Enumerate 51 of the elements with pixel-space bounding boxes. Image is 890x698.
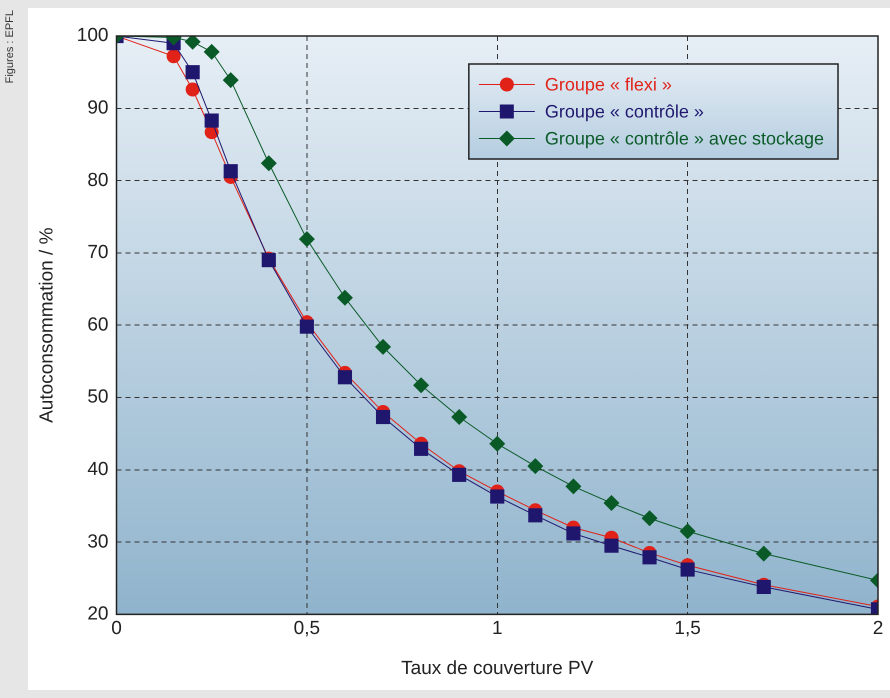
- point: [204, 114, 219, 128]
- point: [300, 320, 314, 334]
- point: [375, 338, 392, 355]
- point: [528, 508, 542, 522]
- point: [642, 550, 657, 564]
- point: [603, 495, 620, 512]
- point: [338, 370, 352, 384]
- point: [680, 562, 695, 577]
- y-tick-label: 50: [87, 386, 108, 408]
- y-tick-label: 90: [87, 98, 108, 119]
- point: [414, 442, 428, 456]
- x-tick-label: 0,5: [294, 618, 320, 640]
- x-axis-title: Taux de couverture PV: [401, 658, 594, 679]
- x-tick-label: 1: [492, 618, 503, 640]
- point: [376, 410, 390, 424]
- y-tick-label: 20: [87, 604, 108, 625]
- point: [336, 290, 353, 306]
- point: [224, 164, 238, 178]
- y-tick-label: 60: [87, 314, 108, 336]
- point: [756, 546, 772, 562]
- y-tick-label: 70: [87, 242, 108, 264]
- point: [527, 458, 544, 474]
- point: [451, 409, 468, 426]
- point: [298, 231, 315, 248]
- y-axis-title: Autoconsommation / %: [36, 227, 58, 423]
- point: [166, 49, 181, 64]
- y-tick-label: 30: [87, 531, 108, 552]
- point: [222, 72, 239, 88]
- point: [490, 489, 504, 504]
- x-tick-label: 0: [111, 618, 122, 640]
- point: [642, 510, 658, 526]
- point: [604, 538, 619, 553]
- point: [186, 65, 200, 80]
- point: [489, 436, 506, 452]
- y-tick-label: 80: [87, 170, 108, 191]
- point: [186, 82, 200, 96]
- point: [565, 478, 582, 494]
- point: [204, 44, 220, 60]
- legend-label: Groupe « contrôle » avec stockage: [544, 128, 824, 148]
- y-tick-label: 100: [76, 25, 108, 46]
- point: [452, 468, 466, 482]
- x-tick-label: 1,5: [674, 618, 701, 640]
- point: [260, 155, 277, 172]
- y-tick-label: 40: [87, 459, 108, 480]
- text: Figures : EPFL: [4, 10, 16, 84]
- point: [680, 523, 696, 540]
- point: [413, 377, 430, 394]
- x-tick-label: 2: [872, 618, 884, 640]
- legend-label: Groupe « flexi »: [544, 74, 672, 94]
- point: [566, 526, 580, 540]
- legend-label: Groupe « contrôle »: [544, 101, 704, 122]
